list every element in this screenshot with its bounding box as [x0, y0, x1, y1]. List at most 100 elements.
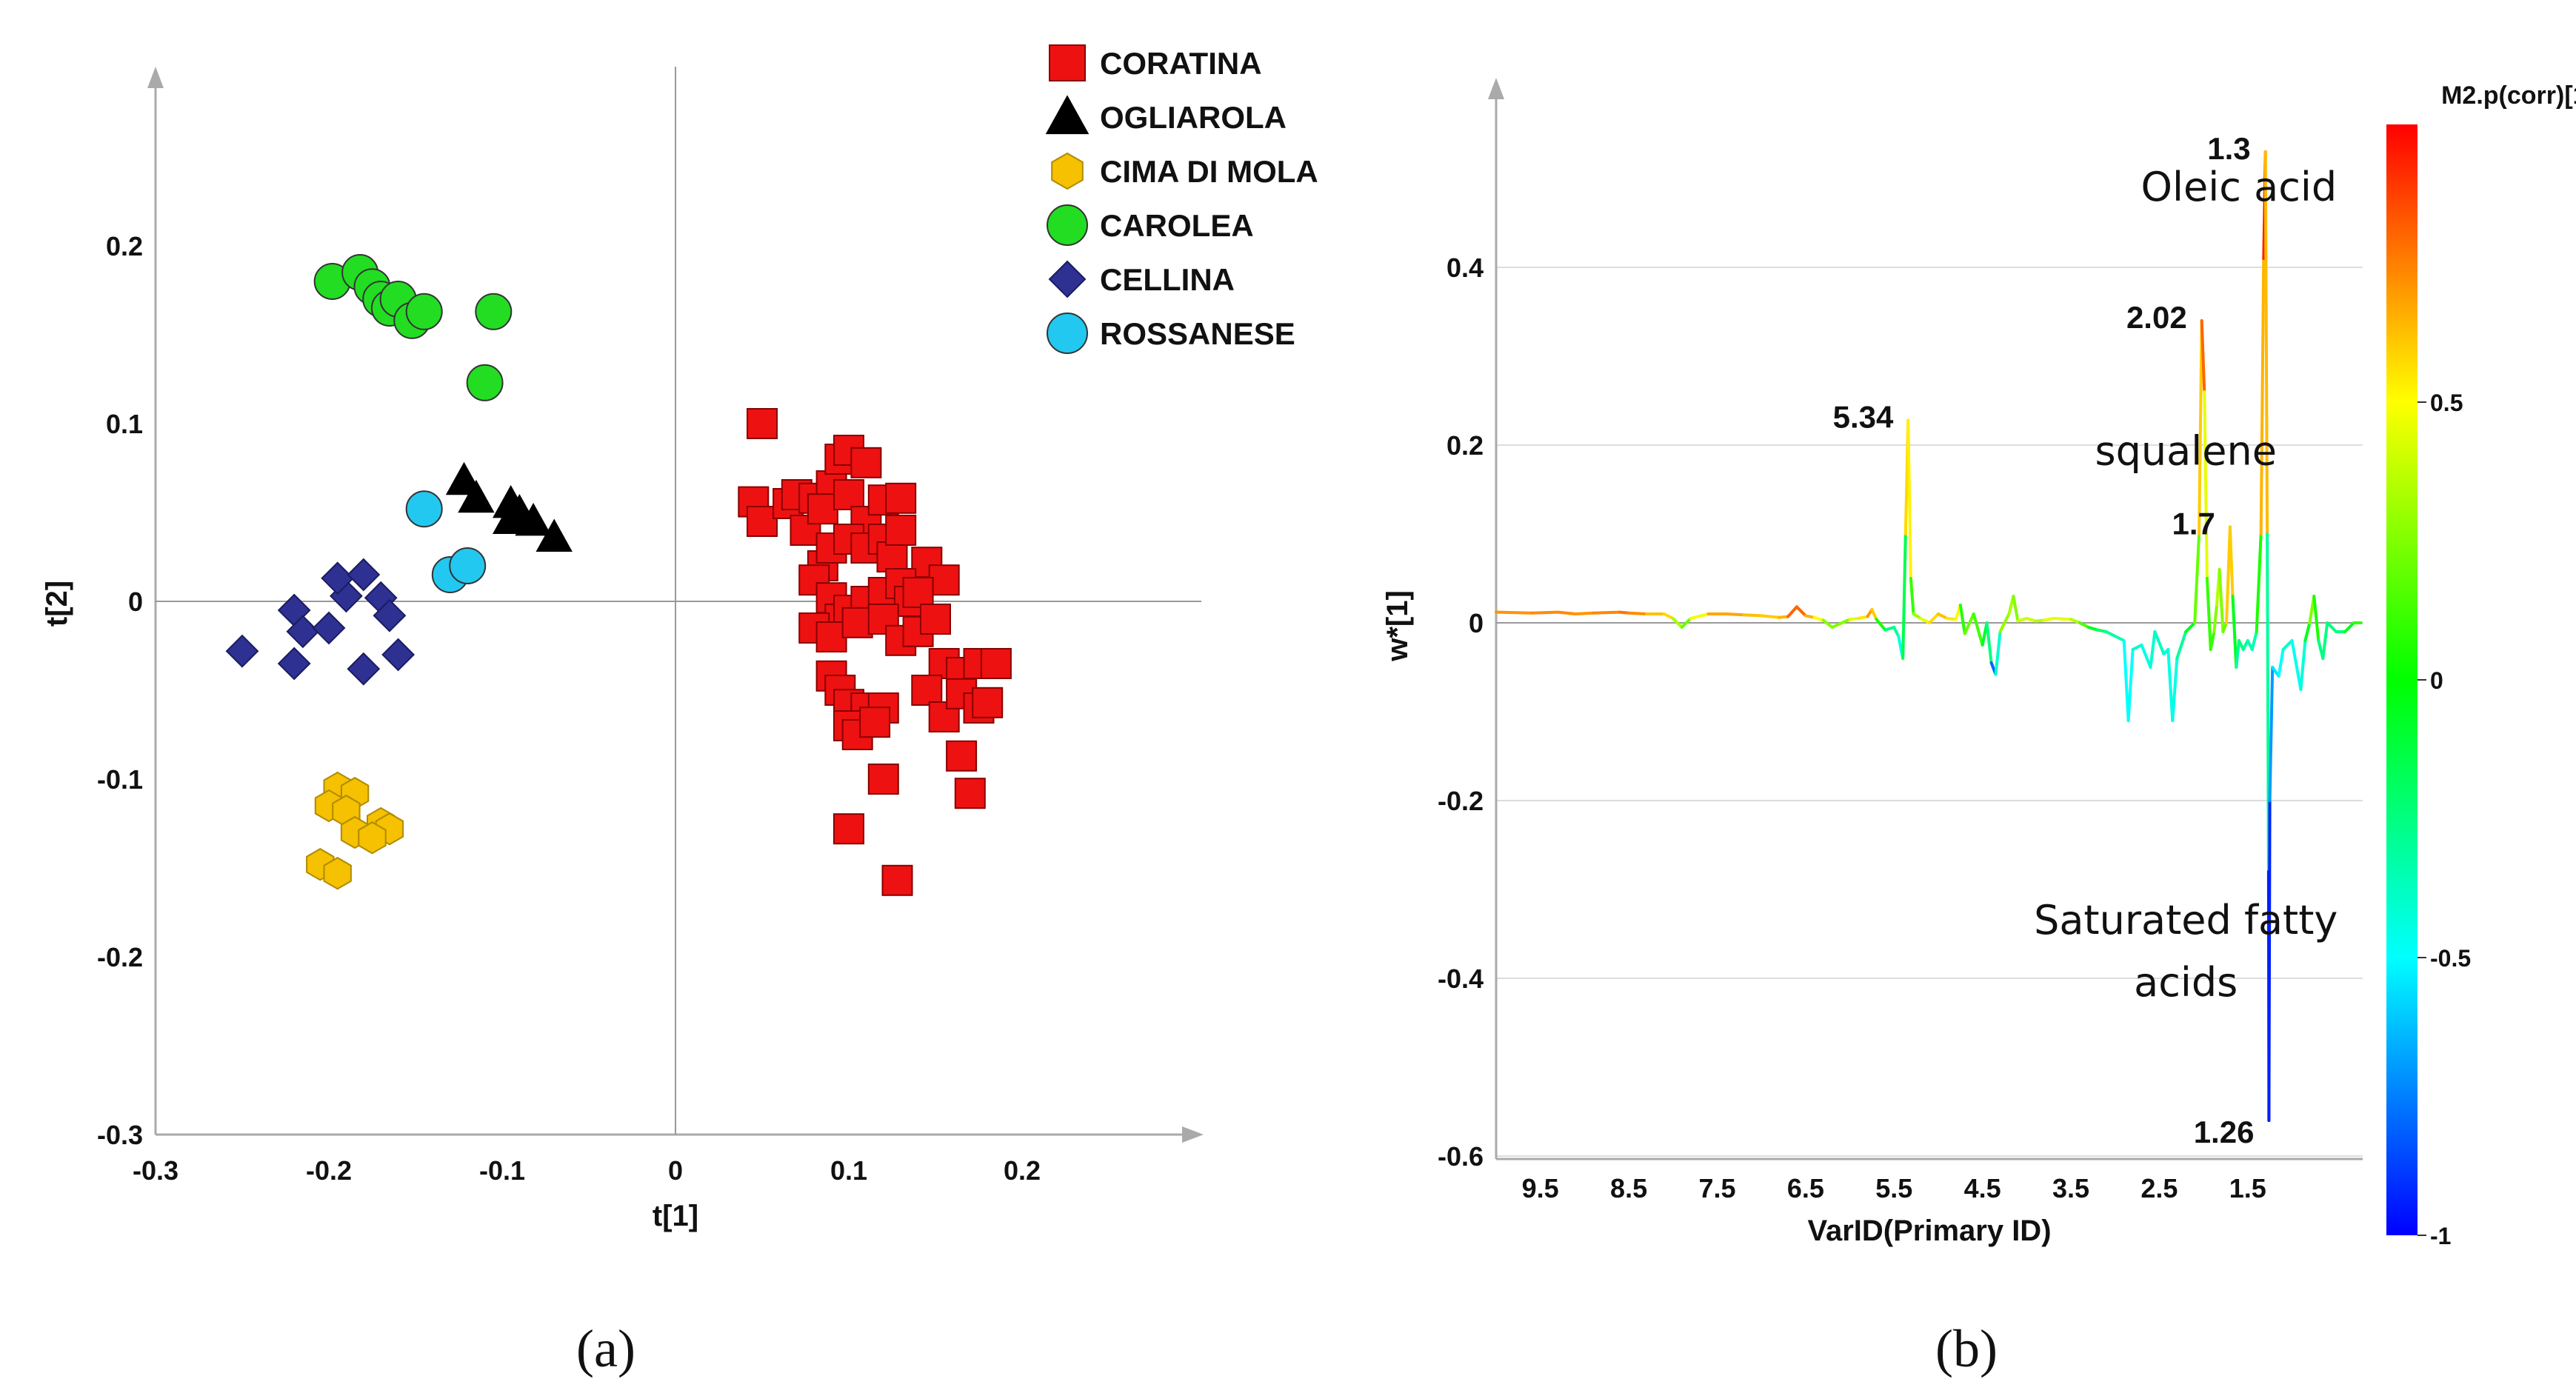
point-coratina	[850, 447, 882, 478]
b-line-segment	[1556, 610, 1578, 615]
b-line-segment	[1963, 612, 1975, 635]
b-line-segment	[2175, 630, 2188, 660]
b-line-segment	[2122, 639, 2130, 722]
b-line-segment	[1830, 618, 1852, 629]
b-line-segment	[1812, 615, 1825, 622]
point-cellina	[321, 561, 355, 595]
a-x-tick-label: 0.1	[830, 1155, 867, 1186]
b-line-segment	[2140, 644, 2152, 669]
b-x-axis-label: VarID(Primary ID)	[1807, 1215, 2051, 1247]
panel-a-caption: (a)	[576, 1319, 635, 1378]
legend-label-ogliarola: OGLIAROLA	[1100, 100, 1287, 135]
b-x-tick-label: 4.5	[1964, 1173, 2001, 1203]
point-coratina	[954, 778, 986, 809]
b-y-ticks: 0.4 0.2 0 -0.2 -0.4 -0.6	[1438, 253, 1484, 1172]
peak-label-1-26: 1.26	[2194, 1115, 2255, 1149]
b-x-tick-label: 6.5	[1787, 1173, 1824, 1203]
b-line-segment	[1529, 610, 1560, 615]
point-cellina	[381, 638, 416, 672]
b-line-segment	[2069, 618, 2081, 624]
b-annotations: Oleic acid squalene Saturated fatty acids	[2034, 164, 2338, 1006]
a-y-tick-label: -0.1	[97, 764, 143, 795]
colorbar-tick-label: 0	[2430, 667, 2443, 694]
colorbar-ticks: 0.5 0 -0.5 -1	[2417, 390, 2471, 1249]
b-line-segment	[2171, 657, 2179, 722]
b-loading-line	[1495, 150, 2363, 1122]
point-rossanese	[405, 490, 443, 528]
point-carolea	[405, 293, 443, 330]
point-coratina	[885, 482, 917, 514]
b-line-segment	[2149, 630, 2157, 669]
point-ogliarola	[493, 501, 530, 534]
b-line-segment	[1821, 618, 1834, 629]
b-line-segment	[1906, 418, 1912, 580]
b-line-segment	[1994, 630, 2002, 676]
b-x-tick-label: 7.5	[1698, 1173, 1735, 1203]
a-y-arrow-icon	[147, 67, 164, 88]
a-x-tick-label: -0.3	[133, 1155, 178, 1186]
peak-label-2-02: 2.02	[2126, 300, 2187, 335]
point-coratina	[876, 541, 908, 572]
b-line-segment	[2255, 532, 2263, 633]
b-line-segment	[2200, 319, 2206, 393]
point-coratina	[972, 687, 1004, 718]
b-line-segment	[1936, 612, 1949, 620]
b-x-tick-label: 9.5	[1522, 1173, 1559, 1203]
b-line-segment	[2218, 568, 2225, 633]
a-x-tick-label: -0.2	[306, 1155, 352, 1186]
point-coratina	[911, 675, 943, 706]
b-peak-labels: 1.3 2.02 5.34 1.7 1.26	[1833, 131, 2255, 1149]
a-x-axis-label: t[1]	[653, 1200, 698, 1232]
point-cellina	[373, 598, 407, 632]
b-line-segment	[2277, 648, 2285, 678]
a-y-tick-label: 0	[128, 587, 143, 617]
legend-label-cellina: CELLINA	[1100, 262, 1235, 297]
point-ogliarola	[458, 479, 495, 513]
point-cellina	[347, 652, 381, 686]
b-line-segment	[2281, 639, 2294, 651]
a-y-tick-label: -0.3	[97, 1120, 143, 1150]
b-line-segment	[1998, 612, 2011, 633]
b-line-segment	[2113, 635, 2126, 642]
b-line-segment	[1760, 614, 1781, 619]
colorbar-tick-label: -0.5	[2430, 945, 2471, 972]
a-y-tick-label: 0.1	[106, 409, 143, 439]
b-line-segment	[2184, 621, 2197, 633]
point-coratina	[980, 648, 1012, 679]
point-coratina	[928, 564, 960, 596]
b-line-segment	[1574, 611, 1595, 615]
b-line-segment	[2198, 319, 2203, 535]
b-line-segment	[1689, 612, 1710, 620]
b-line-segment	[2166, 648, 2175, 722]
point-coratina	[867, 764, 899, 795]
legend-label-cima-di-mola: CIMA DI MOLA	[1100, 154, 1318, 189]
point-coratina	[859, 707, 891, 738]
b-line-segment	[2095, 628, 2108, 633]
b-line-segment	[2221, 621, 2229, 633]
point-cellina	[277, 647, 311, 681]
b-line-segment	[1909, 577, 1915, 615]
annotation-squalene: squalene	[2095, 427, 2277, 474]
b-line-segment	[2016, 617, 2029, 623]
b-y-tick-label: 0.2	[1447, 430, 1484, 461]
b-line-segment	[2343, 621, 2356, 633]
b-line-segment	[2126, 648, 2135, 722]
point-cellina	[347, 558, 381, 592]
b-line-segment	[1928, 612, 1940, 624]
b-x-tick-label: 5.5	[1875, 1173, 1912, 1203]
point-coratina	[881, 864, 913, 896]
b-line-segment	[2052, 617, 2072, 621]
b-line-segment	[1495, 610, 1533, 615]
panel-b: 9.5 8.5 7.5 6.5 5.5 4.5 3.5 2.5 1.5 0.4 0.2 0 -0.2 -…	[1381, 78, 2576, 1378]
b-line-segment	[2268, 666, 2275, 802]
a-x-tick-label: 0.2	[1004, 1155, 1041, 1186]
a-x-tick-label: -0.1	[479, 1155, 525, 1186]
a-y-tick-label: -0.2	[97, 942, 143, 972]
b-line-segment	[1724, 612, 1746, 617]
b-line-segment	[2303, 621, 2312, 642]
legend: CORATINA OGLIAROLA CIMA DI MOLA CAROLEA CELL…	[1045, 44, 1318, 354]
b-line-segment	[1786, 605, 1798, 618]
b-y-tick-label: 0.4	[1447, 253, 1484, 283]
b-gridlines	[1496, 267, 2363, 1157]
point-ogliarola	[535, 518, 573, 552]
